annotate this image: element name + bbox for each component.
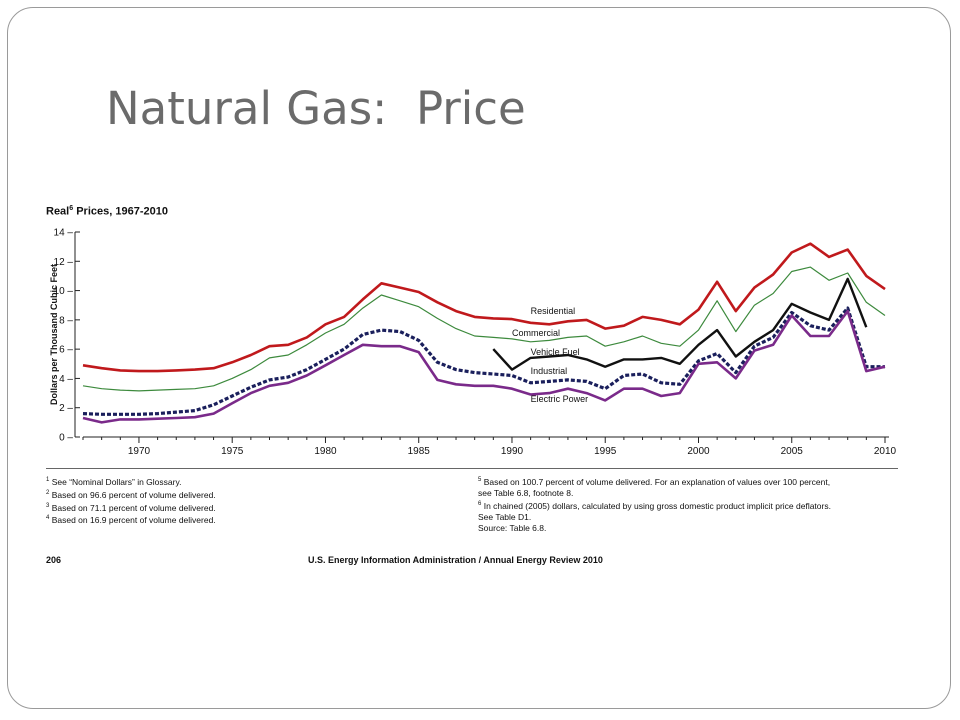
footnote-right-1: see Table 6.8, footnote 8. [478,488,918,499]
footnote-right-3: See Table D1. [478,512,918,523]
y-tick-label: 6 – [59,345,73,356]
footnote-left-text-3: Based on 16.9 percent of volume delivere… [49,515,216,526]
series-line-industrial [82,306,885,416]
chart-title-sup: 6 [69,205,74,212]
publication-line: U.S. Energy Information Administration /… [308,555,603,565]
x-tick-label: 1975 [221,446,244,457]
slide-frame [7,7,951,709]
series-line-vehicle-fuel [492,277,868,371]
chart-title-text: Prices, 1967-2010 [76,205,168,218]
footnote-right-text-3: See Table D1. [478,511,532,522]
footnote-divider [46,468,898,469]
footnote-left-text-2: Based on 71.1 percent of volume delivere… [49,502,216,513]
y-axis-label: Dollars per Thousand Cubic Feet [49,264,59,405]
x-tick-label: 2010 [874,446,897,457]
footnotes-right: 5 Based on 100.7 percent of volume deliv… [478,475,918,534]
series-label-commercial: Commercial [512,328,560,338]
y-tick-label: 2 – [59,403,73,414]
chart-title-prefix: Real [46,205,70,218]
footnote-left-marker-3: 4 [46,515,50,522]
series-line-commercial [82,266,886,392]
page-number: 206 [46,555,62,565]
footnote-left-1: 2 Based on 96.6 percent of volume delive… [46,488,456,501]
footnote-left-text-0: See “Nominal Dollars” in Glossary. [49,476,182,487]
footnote-right-text-0: Based on 100.7 percent of volume deliver… [481,476,831,487]
series-label-residential: Residential [531,306,576,316]
footnote-right-text-4: Source: Table 6.8. [478,522,547,533]
footnote-left-text-1: Based on 96.6 percent of volume delivere… [49,489,216,500]
series-label-electric-power: Electric Power [531,394,589,404]
y-tick-label: 8 – [59,315,73,326]
footnote-right-4: Source: Table 6.8. [478,523,918,534]
y-tick-label: 12 – [54,257,74,268]
x-tick-label: 1985 [408,446,431,457]
footnote-left-marker-2: 3 [46,502,50,509]
series-label-industrial: Industrial [531,366,568,376]
y-tick-label: 10 – [54,286,74,297]
series-line-electric-power [82,309,886,424]
footnote-right-marker-0: 5 [478,477,482,483]
x-tick-label: 1980 [314,446,337,457]
x-tick-label: 2000 [687,446,710,457]
x-tick-label: 1990 [501,446,524,457]
series-label-vehicle-fuel: Vehicle Fuel [531,347,580,357]
footnote-left-2: 3 Based on 71.1 percent of volume delive… [46,501,456,514]
x-tick-label: 1995 [594,446,617,457]
footnote-left-marker-1: 2 [46,489,50,496]
footnote-left-0: 1 See “Nominal Dollars” in Glossary. [46,475,456,488]
footnote-left-3: 4 Based on 16.9 percent of volume delive… [46,513,456,526]
footnote-right-text-2: In chained (2005) dollars, calculated by… [481,500,831,511]
footnote-right-text-1: see Table 6.8, footnote 8. [478,487,574,498]
slide-title: Natural Gas: Price [106,82,526,135]
x-tick-label: 2005 [781,446,804,457]
x-tick-label: 1970 [128,446,151,457]
chart-title: Real6 Prices, 1967-2010 [46,205,168,218]
y-tick-label: 4 – [59,374,73,385]
y-tick-label: 14 – [54,228,74,239]
y-tick-label: 0 – [59,433,73,444]
footnote-right-2: 6 In chained (2005) dollars, calculated … [478,499,918,512]
footnote-left-marker-0: 1 [46,477,50,483]
footnote-right-0: 5 Based on 100.7 percent of volume deliv… [478,475,918,488]
footnotes-left: 1 See “Nominal Dollars” in Glossary. 2 Ba… [46,475,456,526]
series-line-residential [82,242,886,373]
footnote-right-marker-2: 6 [478,500,482,507]
